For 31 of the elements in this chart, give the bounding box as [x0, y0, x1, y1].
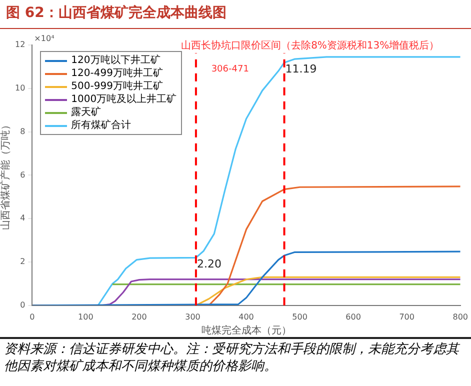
y-tick-label: 0	[20, 300, 26, 310]
x-tick-label: 800	[452, 312, 468, 322]
x-tick-label: 400	[238, 312, 254, 322]
y-tick-label: 2	[20, 257, 26, 266]
legend-label: 露天矿	[71, 106, 102, 119]
annotation: 11.19	[285, 62, 317, 76]
annotation: 306-471	[211, 64, 249, 74]
text: 资料来源：信达证券研发中心。注：受研究方法和手段的限制，未能充分考虑其他因素对煤矿成本和不同煤种煤质的价格影响。	[0, 337, 471, 377]
chart-title: 图 62：山西省煤矿完全成本曲线图	[0, 0, 471, 29]
legend-label: 1000万吨及以上井工矿	[71, 93, 177, 106]
legend-label: 所有煤矿合计	[71, 119, 132, 132]
x-tick-label: 0	[30, 312, 35, 322]
legend-label: 500-999万吨井工矿	[71, 80, 163, 93]
x-tick-label: 100	[78, 312, 94, 322]
legend-label: 120-499万吨井工矿	[71, 67, 163, 80]
annotation: 山西长协坑口限价区间（去除8%资源税和13%增值税后）	[181, 40, 440, 52]
annotation: 2.20	[196, 258, 222, 271]
x-tick-label: 200	[132, 312, 147, 322]
y-tick-label: 12	[14, 40, 26, 50]
legend-label: 120万吨以下井工矿	[71, 54, 160, 67]
y-tick-label: 8	[20, 126, 26, 136]
x-axis-title: 吨煤完全成本（元）	[201, 324, 292, 337]
y-tick-label: 4	[20, 214, 26, 223]
y-axis-title: 山西省煤矿产能（万吨）	[0, 120, 12, 230]
x-tick-label: 700	[399, 312, 414, 322]
x-tick-label: 600	[346, 312, 361, 322]
x-tick-label: 500	[292, 312, 308, 322]
y-tick-label: 10	[14, 83, 26, 92]
text: ×10⁴	[34, 34, 54, 44]
y-tick-label: 6	[20, 170, 26, 180]
x-tick-label: 300	[185, 312, 200, 322]
